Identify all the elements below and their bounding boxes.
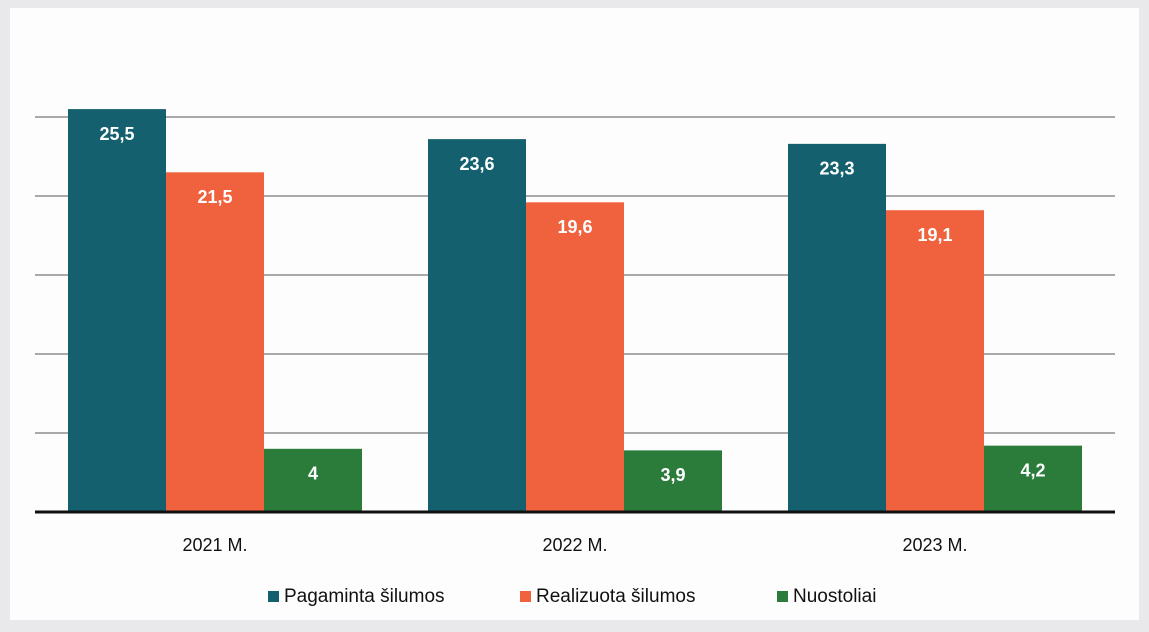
bar (68, 109, 166, 512)
bar (264, 448, 362, 512)
legend-label: Nuostoliai (793, 586, 876, 607)
bar (788, 143, 886, 513)
data-label: 19,6 (557, 217, 592, 237)
legend-label: Realizuota šilumos (536, 586, 695, 607)
data-label: 19,1 (917, 225, 952, 245)
bar (886, 210, 984, 512)
x-tick-label: 2021 M. (182, 535, 247, 555)
legend-label: Pagaminta šilumos (284, 586, 445, 607)
legend-swatch (520, 591, 531, 602)
x-tick-label: 2022 M. (542, 535, 607, 555)
data-label: 23,3 (819, 159, 854, 179)
data-label: 23,6 (459, 154, 494, 174)
bar (526, 202, 624, 512)
bar (984, 445, 1082, 512)
data-label: 25,5 (99, 124, 134, 144)
legend-swatch (268, 591, 279, 602)
bar (166, 172, 264, 513)
bar (428, 139, 526, 512)
bar (624, 450, 722, 512)
legend-swatch (777, 591, 788, 602)
data-label: 4,2 (1020, 460, 1045, 480)
data-label: 21,5 (197, 187, 232, 207)
data-label: 4 (308, 464, 318, 484)
data-label: 3,9 (660, 465, 685, 485)
x-tick-label: 2023 M. (902, 535, 967, 555)
